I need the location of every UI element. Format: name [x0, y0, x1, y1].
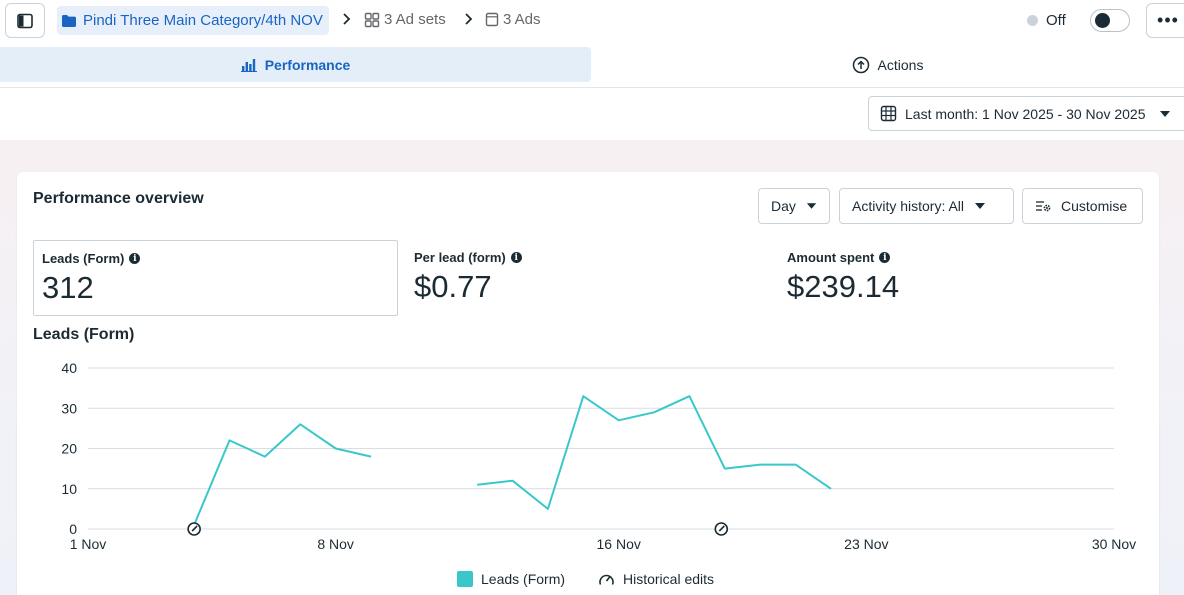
tab-actions-label: Actions [877, 56, 924, 73]
top-bar: Pindi Three Main Category/4th NOV 3 Ad s… [0, 0, 1184, 42]
caret-down-icon [806, 203, 817, 209]
customise-settings-icon [1036, 201, 1051, 212]
sidebar-toggle-button[interactable] [5, 3, 45, 38]
header-divider [0, 87, 1184, 88]
bar-chart-icon [240, 58, 257, 72]
y-tick-label: 20 [61, 441, 77, 457]
more-options-button[interactable]: ••• [1146, 3, 1184, 38]
x-tick-label: 30 Nov [1092, 536, 1136, 552]
sidebar-panel-icon [17, 13, 33, 28]
info-icon[interactable]: i [879, 252, 891, 263]
historical-edit-marker[interactable] [714, 522, 729, 536]
x-tick-label: 8 Nov [317, 536, 354, 552]
breadcrumb-ads-label: 3 Ads [503, 11, 541, 28]
chart-title: Leads (Form) [33, 326, 135, 343]
activity-history-label: Activity history: All [852, 198, 965, 214]
calendar-table-icon [880, 105, 897, 122]
historical-edit-marker[interactable] [187, 522, 201, 536]
legend-label: Historical edits [623, 571, 715, 587]
metric-value: 312 [42, 270, 94, 305]
metric-per-lead[interactable]: Per lead (form) i $0.77 [406, 240, 771, 316]
date-range-label: Last month: 1 Nov 2025 - 30 Nov 2025 [905, 105, 1146, 122]
caret-down-icon [1160, 110, 1171, 117]
status-label: Off [1046, 12, 1066, 29]
folder-icon [62, 14, 76, 27]
chevron-right-icon [463, 12, 473, 29]
metric-label: Amount spent i [787, 250, 1136, 265]
series-line-leads-form [477, 395, 832, 510]
chevron-right-icon [341, 12, 351, 29]
legend-leads-form[interactable]: Leads (Form) [457, 571, 565, 587]
metric-amount-spent[interactable]: Amount spent i $239.14 [779, 240, 1144, 316]
tab-performance-label: Performance [264, 56, 351, 73]
x-tick-label: 1 Nov [70, 536, 107, 552]
metric-label: Per lead (form) i [414, 250, 763, 265]
breadcrumb-campaign[interactable]: Pindi Three Main Category/4th NOV [57, 6, 329, 35]
metric-value: $0.77 [414, 269, 492, 304]
y-tick-label: 30 [61, 400, 77, 416]
legend-historical-edits[interactable]: Historical edits [598, 571, 714, 587]
performance-overview-card: Performance overview Day Activity histor… [17, 172, 1159, 595]
breadcrumb-ad-sets[interactable]: 3 Ad sets [364, 11, 446, 28]
gauge-icon [599, 574, 614, 585]
breadcrumb-ads[interactable]: 3 Ads [485, 11, 541, 28]
ad-document-icon [485, 12, 499, 27]
x-tick-label: 16 Nov [597, 536, 641, 552]
series-line-leads-form [193, 423, 372, 526]
info-icon[interactable]: i [510, 252, 522, 263]
performance-overview-title: Performance overview [33, 190, 204, 207]
tab-actions[interactable]: Actions [591, 47, 1184, 82]
arrow-up-circle-icon [852, 56, 869, 73]
legend-label: Leads (Form) [481, 571, 566, 587]
legend-swatch [457, 571, 473, 587]
caret-down-icon [975, 203, 986, 209]
tab-performance[interactable]: Performance [0, 47, 591, 82]
breadcrumb-campaign-label: Pindi Three Main Category/4th NOV [83, 12, 323, 29]
metric-label: Leads (Form) i [42, 251, 389, 266]
ellipsis-icon: ••• [1157, 10, 1179, 30]
grid-icon [364, 12, 380, 27]
customise-label: Customise [1061, 198, 1128, 214]
toggle-knob [1095, 13, 1110, 28]
granularity-dropdown[interactable]: Day [758, 188, 830, 224]
y-tick-label: 40 [61, 360, 77, 376]
customise-button[interactable]: Customise [1022, 188, 1143, 224]
gauge-needle [191, 525, 198, 532]
y-tick-label: 0 [69, 521, 77, 537]
status-indicator-dot [1027, 15, 1038, 26]
breadcrumb-ad-sets-label: 3 Ad sets [384, 11, 446, 28]
campaign-on-off-toggle[interactable] [1090, 9, 1130, 32]
gauge-needle [718, 525, 725, 532]
y-tick-label: 10 [61, 481, 77, 497]
x-tick-label: 23 Nov [844, 536, 888, 552]
metric-leads-form[interactable]: Leads (Form) i 312 [33, 240, 398, 316]
date-range-picker[interactable]: Last month: 1 Nov 2025 - 30 Nov 2025 [868, 96, 1184, 131]
granularity-label: Day [771, 198, 796, 214]
leads-line-chart[interactable]: 0 10 20 30 40 1 Nov 8 Nov 16 Nov 23 Nov 30 Nov [17, 172, 1159, 567]
metric-value: $239.14 [787, 269, 900, 304]
activity-history-dropdown[interactable]: Activity history: All [839, 188, 1014, 224]
info-icon[interactable]: i [129, 253, 141, 264]
